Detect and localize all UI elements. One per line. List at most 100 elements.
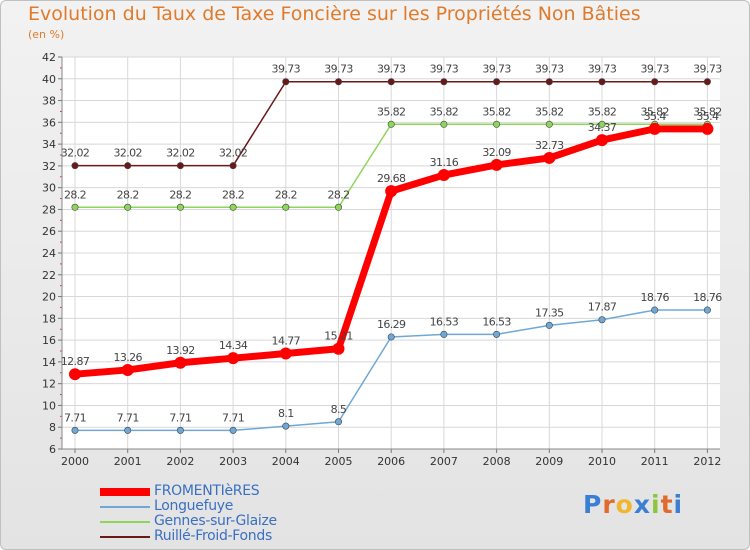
data-label: 17.35: [535, 306, 564, 319]
y-tick-label: 26: [42, 225, 56, 238]
data-point: [124, 162, 132, 170]
x-tick-label: 2010: [588, 455, 616, 468]
data-point: [334, 203, 342, 211]
x-tick-label: 2000: [61, 455, 89, 468]
data-point: [493, 330, 501, 338]
data-point: [71, 162, 79, 170]
data-label: 18.76: [693, 291, 722, 304]
y-tick-label: 30: [42, 182, 56, 195]
data-label: 39.73: [377, 63, 406, 76]
data-point: [385, 185, 398, 198]
data-label: 39.73: [482, 63, 511, 76]
y-tick-label: 24: [42, 247, 56, 260]
data-point: [176, 162, 184, 170]
y-tick-label: 28: [42, 203, 56, 216]
data-point: [651, 306, 659, 314]
data-label: 35.4: [696, 110, 719, 123]
data-point: [69, 368, 81, 381]
data-label: 28.2: [169, 188, 191, 201]
data-label: 7.71: [222, 411, 244, 424]
data-point: [71, 203, 79, 211]
logo-letter: x: [633, 490, 651, 519]
data-point: [124, 426, 132, 434]
data-label: 28.2: [222, 188, 244, 201]
y-tick-label: 20: [42, 291, 56, 304]
proxiti-logo: Proxiti: [583, 490, 683, 519]
data-label: 32.02: [166, 147, 195, 160]
y-tick-label: 8: [49, 421, 56, 434]
data-label: 35.82: [588, 105, 617, 118]
logo-letter: o: [615, 490, 634, 519]
y-tick-label: 36: [42, 116, 56, 129]
legend-swatch: [100, 487, 150, 496]
data-label: 35.82: [640, 105, 669, 118]
data-label: 34.37: [588, 121, 617, 134]
data-point: [545, 321, 553, 329]
data-point: [334, 418, 342, 426]
data-point: [440, 120, 448, 128]
data-label: 39.73: [430, 63, 459, 76]
data-point: [282, 203, 290, 211]
chart-unit-label: (en %): [28, 28, 65, 41]
data-label: 32.09: [482, 146, 511, 159]
data-label: 7.71: [64, 411, 86, 424]
data-label: 18.76: [640, 291, 669, 304]
data-label: 31.16: [430, 156, 459, 169]
data-label: 39.73: [693, 63, 722, 76]
data-label: 35.82: [482, 105, 511, 118]
data-point: [334, 78, 342, 86]
data-label: 39.73: [588, 63, 617, 76]
data-label: 16.53: [430, 315, 459, 328]
logo-letter: P: [583, 490, 603, 519]
data-point: [387, 78, 395, 86]
x-tick-label: 2007: [430, 455, 458, 468]
data-label: 35.4: [644, 110, 667, 123]
legend-label: Ruillé-Froid-Fonds: [154, 528, 272, 544]
data-point: [282, 422, 290, 430]
data-point: [176, 426, 184, 434]
legend-label: Longuefuye: [154, 498, 234, 514]
data-label: 39.73: [640, 63, 669, 76]
data-point: [596, 134, 608, 147]
data-point: [493, 78, 501, 86]
data-label: 13.92: [166, 344, 195, 357]
data-label: 17.87: [588, 301, 617, 314]
data-point: [648, 122, 661, 135]
data-label: 39.73: [272, 63, 301, 76]
x-tick-label: 2009: [535, 455, 563, 468]
legend-swatch: [100, 520, 150, 523]
data-label: 16.53: [482, 315, 511, 328]
y-tick-label: 18: [42, 312, 56, 325]
data-label: 35.82: [430, 105, 459, 118]
data-point: [440, 78, 448, 86]
legend-swatch: [100, 505, 150, 508]
data-point: [121, 363, 134, 376]
data-point: [124, 203, 132, 211]
x-tick-label: 2001: [114, 455, 142, 468]
data-point: [703, 306, 711, 314]
data-label: 39.73: [535, 63, 564, 76]
data-label: 35.82: [535, 105, 564, 118]
x-tick-label: 2003: [219, 455, 247, 468]
data-point: [598, 120, 606, 128]
data-label: 32.02: [61, 147, 90, 160]
y-tick-label: 10: [42, 399, 56, 412]
data-label: 16.29: [377, 318, 406, 331]
legend-label: FROMENTIèRES: [154, 483, 260, 499]
x-tick-label: 2008: [483, 455, 511, 468]
logo-letter: i: [651, 490, 661, 519]
data-point: [701, 122, 714, 135]
chart-title: Evolution du Taux de Taxe Foncière sur l…: [28, 3, 641, 25]
legend-label: Gennes-sur-Glaize: [154, 513, 277, 529]
data-point: [229, 426, 237, 434]
data-label: 8.1: [278, 407, 294, 420]
logo-letter: t: [660, 490, 674, 519]
x-tick-label: 2006: [377, 455, 405, 468]
data-point: [440, 330, 448, 338]
data-label: 28.2: [327, 188, 349, 201]
data-label: 32.73: [535, 139, 564, 152]
y-tick-label: 22: [42, 269, 56, 282]
y-tick-label: 34: [42, 138, 56, 151]
x-tick-label: 2004: [272, 455, 300, 468]
